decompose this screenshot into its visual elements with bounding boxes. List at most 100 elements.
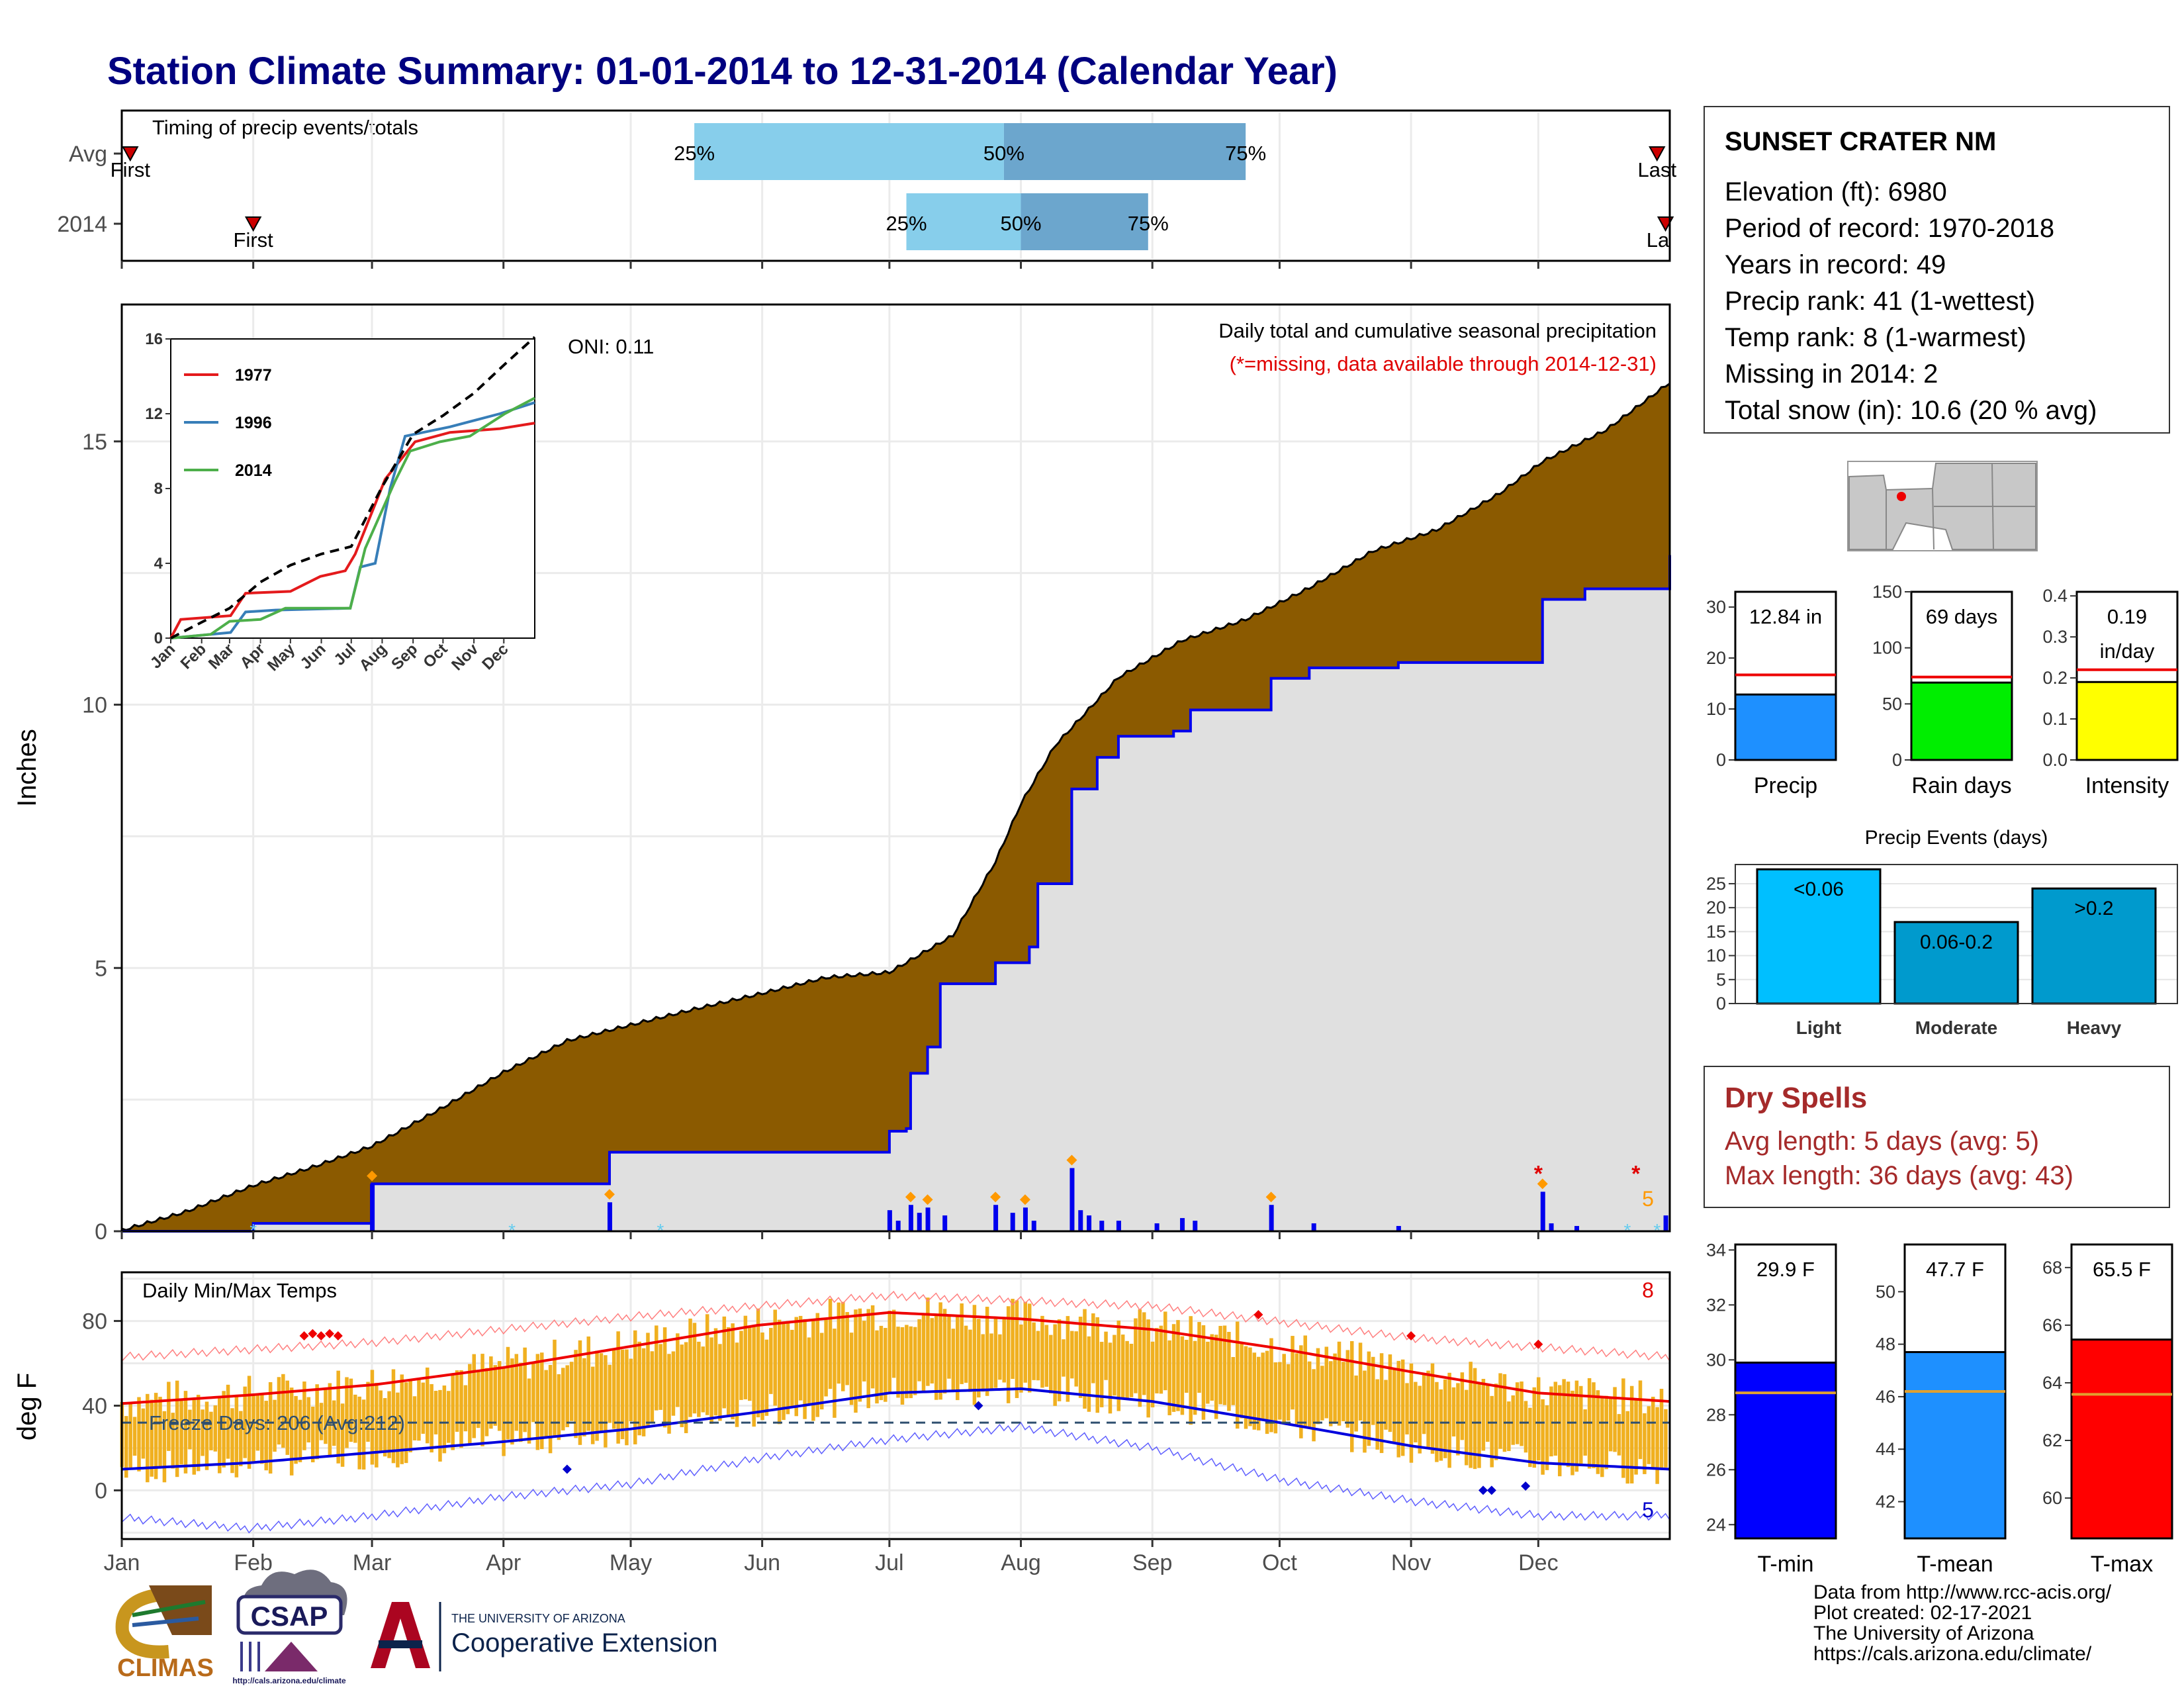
daily-temp-bar	[942, 1309, 947, 1394]
mini-value-label: 0.19	[2107, 605, 2147, 628]
daily-temp-bar	[790, 1329, 794, 1407]
daily-temp-bar	[1312, 1369, 1316, 1442]
record-high-marker	[299, 1331, 309, 1340]
daily-temp-bar	[433, 1391, 438, 1434]
daily-precip-bar	[1099, 1221, 1105, 1231]
precip-y-label: Inches	[13, 729, 42, 807]
events-frame	[1735, 864, 2178, 1004]
big-event-marker	[1265, 1192, 1277, 1203]
daily-precip-bar	[917, 1213, 922, 1231]
daily-temp-bar	[1201, 1325, 1206, 1420]
daily-temp-bar	[1167, 1340, 1171, 1415]
record-high-marker	[316, 1331, 326, 1340]
daily-temp-bar	[1142, 1312, 1146, 1395]
mini-category-label: T-min	[1758, 1552, 1814, 1577]
mini-y-tick-label: 48	[1876, 1335, 1895, 1354]
daily-temp-bar	[1227, 1332, 1231, 1411]
precip-panel-border	[120, 303, 1671, 1233]
dry-spells-max: Max length: 36 days (avg: 43)	[1725, 1161, 2073, 1190]
inset-y-tick-label: 8	[154, 480, 163, 498]
mini-value-label: 65.5 F	[2093, 1258, 2151, 1281]
mini-y-tick-label: 26	[1706, 1460, 1726, 1479]
daily-temp-bar	[1596, 1390, 1600, 1474]
daily-temp-bar	[866, 1309, 870, 1409]
inset-legend-label: 2014	[235, 461, 272, 480]
big-event-marker	[990, 1192, 1001, 1203]
daily-temp-bar	[1062, 1339, 1066, 1377]
daily-temp-bar	[417, 1378, 421, 1441]
dry-spells-box: Dry Spells Avg length: 5 days (avg: 5) M…	[1704, 1066, 2170, 1208]
month-label: Dec	[1518, 1550, 1558, 1575]
daily-precip-bar	[925, 1207, 931, 1231]
mini-y-tick-label: 34	[1706, 1240, 1726, 1260]
daily-temp-bar	[1171, 1324, 1176, 1412]
daily-temp-bar	[213, 1405, 218, 1452]
daily-temp-bar	[1113, 1335, 1116, 1396]
first-event-marker	[122, 146, 139, 162]
daily-temp-bar	[1392, 1368, 1396, 1442]
daily-temp-bar	[582, 1358, 586, 1436]
daily-temp-bar	[1409, 1363, 1414, 1463]
normal-min-line	[121, 1387, 1670, 1471]
daily-temp-bar	[1265, 1350, 1269, 1434]
daily-temp-bar	[773, 1309, 777, 1406]
daily-temp-bar	[608, 1364, 612, 1423]
daily-temp-bar	[688, 1318, 692, 1417]
inset-legend-label: 1996	[235, 414, 272, 432]
inset-line-1996	[170, 401, 535, 639]
y-tick-label: 10	[82, 693, 107, 718]
daily-temp-bar	[158, 1397, 162, 1468]
station-info-box: SUNSET CRATER NM Elevation (ft): 6980 Pe…	[1704, 106, 2170, 434]
climas-logo: CLIMAS	[115, 1585, 214, 1682]
mini-bar	[1734, 693, 1837, 761]
daily-temp-bar	[217, 1396, 222, 1474]
daily-temp-bar	[1664, 1409, 1668, 1468]
daily-temp-bar	[1040, 1315, 1044, 1388]
daily-temp-bar	[748, 1327, 752, 1401]
station-line: Precip rank: 41 (1-wettest)	[1725, 287, 2036, 316]
normal-max-line	[121, 1311, 1670, 1405]
mini-y-tick-label: 62	[2042, 1430, 2062, 1450]
daily-temp-bar	[798, 1315, 803, 1401]
month-label: Aug	[1001, 1550, 1041, 1575]
mini-y-tick-label: 64	[2042, 1373, 2062, 1393]
record-high-marker	[1533, 1339, 1543, 1349]
daily-temp-bar	[243, 1386, 247, 1458]
daily-temp-bar	[1337, 1341, 1342, 1426]
daily-temp-bar	[828, 1299, 833, 1389]
daily-temp-bar	[1244, 1346, 1248, 1429]
daily-temp-bar	[1418, 1385, 1422, 1454]
mini-y-tick-label: 0.3	[2042, 627, 2068, 647]
daily-temp-bar	[1036, 1331, 1040, 1381]
daily-temp-bar	[281, 1374, 285, 1448]
daily-temp-bar	[319, 1403, 324, 1440]
daily-temp-bar	[1354, 1375, 1358, 1432]
first-event-marker	[244, 216, 262, 232]
big-event-marker	[922, 1194, 933, 1205]
daily-temp-bar	[1625, 1411, 1630, 1484]
daily-temp-bar	[1159, 1325, 1163, 1394]
daily-temp-bar	[824, 1319, 828, 1397]
mini-category-label: T-max	[2091, 1552, 2153, 1577]
daily-precip-bar	[607, 1202, 612, 1231]
daily-temp-bar	[1570, 1390, 1574, 1476]
daily-precip-bar	[1574, 1226, 1580, 1231]
mini-category-label: Precip	[1754, 773, 1817, 798]
daily-temp-bar	[1019, 1324, 1023, 1393]
daily-temp-bar	[1155, 1328, 1159, 1393]
dry-spells-title: Dry Spells	[1725, 1082, 1868, 1114]
daily-temp-bar	[752, 1326, 756, 1427]
daily-temp-bar	[1481, 1379, 1486, 1451]
daily-temp-bar	[1333, 1353, 1337, 1424]
daily-temp-bar	[497, 1361, 502, 1431]
daily-temp-bar	[731, 1323, 735, 1420]
record-high-marker	[333, 1331, 343, 1340]
daily-temp-bar	[154, 1393, 158, 1479]
daily-temp-bar	[1613, 1387, 1617, 1452]
daily-temp-bar	[264, 1401, 268, 1471]
daily-temp-bar	[1023, 1301, 1028, 1383]
daily-temp-bar	[510, 1358, 514, 1445]
temp-y-label: deg F	[13, 1373, 42, 1440]
hot-days-count: 8	[1642, 1278, 1654, 1302]
